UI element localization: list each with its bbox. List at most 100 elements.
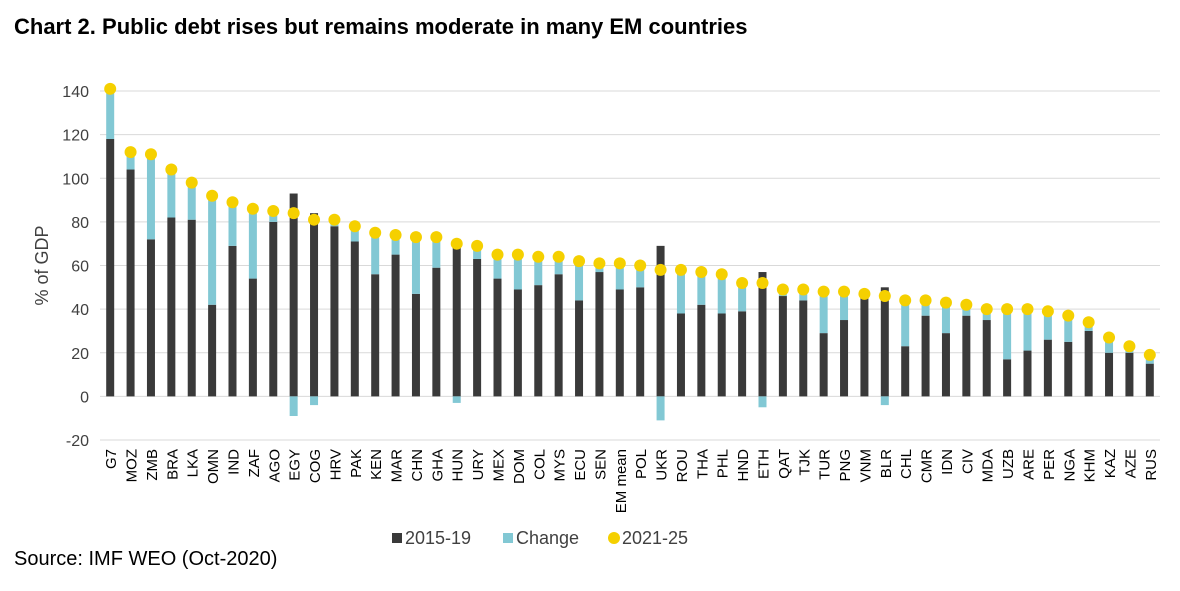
marker-2021-25 [409, 231, 422, 244]
x-tick-label: BLR [878, 449, 895, 478]
bar-2015-19 [1003, 359, 1012, 397]
x-tick-label: IDN [939, 449, 956, 475]
x-tick-label: COG [307, 449, 324, 483]
x-tick-label: KEN [368, 449, 385, 480]
x-tick-label: MOZ [124, 449, 141, 482]
x-tick-label: DOM [511, 449, 528, 484]
x-tick-label: QAT [776, 449, 793, 479]
bar-change [676, 269, 685, 314]
bar-2015-19 [697, 304, 706, 397]
bar-2015-19 [738, 311, 747, 397]
legend-label-change: Change [516, 528, 579, 548]
bar-change [636, 265, 645, 288]
x-tick-label: SEN [592, 449, 609, 480]
marker-2021-25 [308, 213, 321, 226]
y-axis-title: % of GDP [32, 225, 52, 305]
x-tick-label: KHM [1082, 449, 1099, 482]
marker-2021-25 [552, 250, 565, 263]
bar-change [289, 396, 298, 417]
bar-change [1105, 337, 1114, 353]
bar-2015-19 [962, 315, 971, 397]
marker-2021-25 [1123, 340, 1136, 353]
x-tick-label: HRV [327, 449, 344, 480]
x-tick-label: PAK [348, 449, 365, 478]
marker-2021-25 [858, 287, 871, 300]
bar-change [411, 237, 420, 294]
marker-2021-25 [960, 298, 973, 311]
marker-2021-25 [756, 276, 769, 289]
legend-swatch-change [503, 533, 513, 543]
bar-2015-19 [248, 278, 257, 397]
marker-2021-25 [389, 228, 402, 241]
marker-2021-25 [1001, 303, 1014, 316]
marker-2021-25 [287, 207, 300, 220]
bar-change [554, 256, 563, 275]
x-tick-label: CMR [919, 449, 936, 483]
x-tick-label: IND [226, 449, 243, 475]
marker-2021-25 [267, 204, 280, 217]
bar-2015-19 [350, 241, 359, 397]
bar-2015-19 [452, 239, 461, 397]
bar-change [840, 291, 849, 321]
bar-change [432, 237, 441, 268]
bar-2015-19 [901, 346, 910, 397]
marker-2021-25 [980, 303, 993, 316]
bar-2015-19 [187, 219, 196, 397]
bar-2015-19 [1145, 363, 1154, 397]
bar-2015-19 [595, 272, 604, 397]
x-tick-label: UKR [654, 449, 671, 481]
x-tick-label: HND [735, 449, 752, 482]
bar-change [126, 152, 135, 170]
y-tick-label: 140 [62, 84, 89, 101]
bar-2015-19 [371, 274, 380, 397]
bar-2015-19 [106, 138, 115, 397]
bar-2015-19 [982, 320, 991, 397]
bar-2015-19 [636, 287, 645, 397]
legend-swatch-2015-19 [392, 533, 402, 543]
marker-2021-25 [776, 283, 789, 296]
x-tick-label: THA [694, 449, 711, 479]
x-tick-label: ARE [1021, 449, 1038, 480]
bar-2015-19 [167, 217, 176, 397]
x-tick-label: PER [1041, 449, 1058, 480]
marker-2021-25 [471, 239, 484, 252]
y-tick-label: 80 [71, 215, 89, 232]
x-tick-label: AGO [266, 449, 283, 482]
bar-change [146, 154, 155, 240]
bar-2015-19 [1125, 352, 1134, 397]
bar-2015-19 [615, 289, 624, 397]
x-tick-label: MYS [552, 449, 569, 482]
marker-2021-25 [491, 248, 504, 261]
bar-2015-19 [391, 254, 400, 397]
y-tick-label: 40 [71, 302, 89, 319]
x-tick-label: NGA [1061, 449, 1078, 482]
bar-2015-19 [330, 226, 339, 397]
bar-2015-19 [1105, 352, 1114, 397]
bar-2015-19 [493, 278, 502, 397]
x-tick-label: KAZ [1102, 449, 1119, 478]
x-tick-label: MAR [389, 449, 406, 483]
bar-change [452, 396, 461, 403]
x-tick-label: TUR [817, 449, 834, 480]
marker-2021-25 [124, 146, 137, 159]
bar-2015-19 [146, 239, 155, 397]
x-tick-label: PHL [715, 449, 732, 478]
bar-2015-19 [513, 289, 522, 397]
marker-2021-25 [1041, 305, 1054, 318]
bar-change [921, 300, 930, 316]
marker-2021-25 [1103, 331, 1116, 344]
x-tick-label: COL [531, 449, 548, 480]
bar-2015-19 [778, 296, 787, 397]
marker-2021-25 [206, 189, 219, 202]
x-axis-labels: G7 MOZ ZMB BRA LKA OMN IND ZAF AGO EGY COG HRV PAK KE… [103, 449, 1160, 513]
x-tick-label: VNM [857, 449, 874, 482]
marker-2021-25 [532, 250, 545, 263]
bar-2015-19 [575, 300, 584, 397]
bar-change [901, 300, 910, 347]
legend-label-2021-25: 2021-25 [622, 528, 688, 548]
bar-2015-19 [656, 245, 665, 397]
y-tick-label: 120 [62, 128, 89, 145]
y-tick-label: 60 [71, 259, 89, 276]
y-tick-label: -20 [66, 433, 89, 450]
marker-2021-25 [939, 296, 952, 309]
